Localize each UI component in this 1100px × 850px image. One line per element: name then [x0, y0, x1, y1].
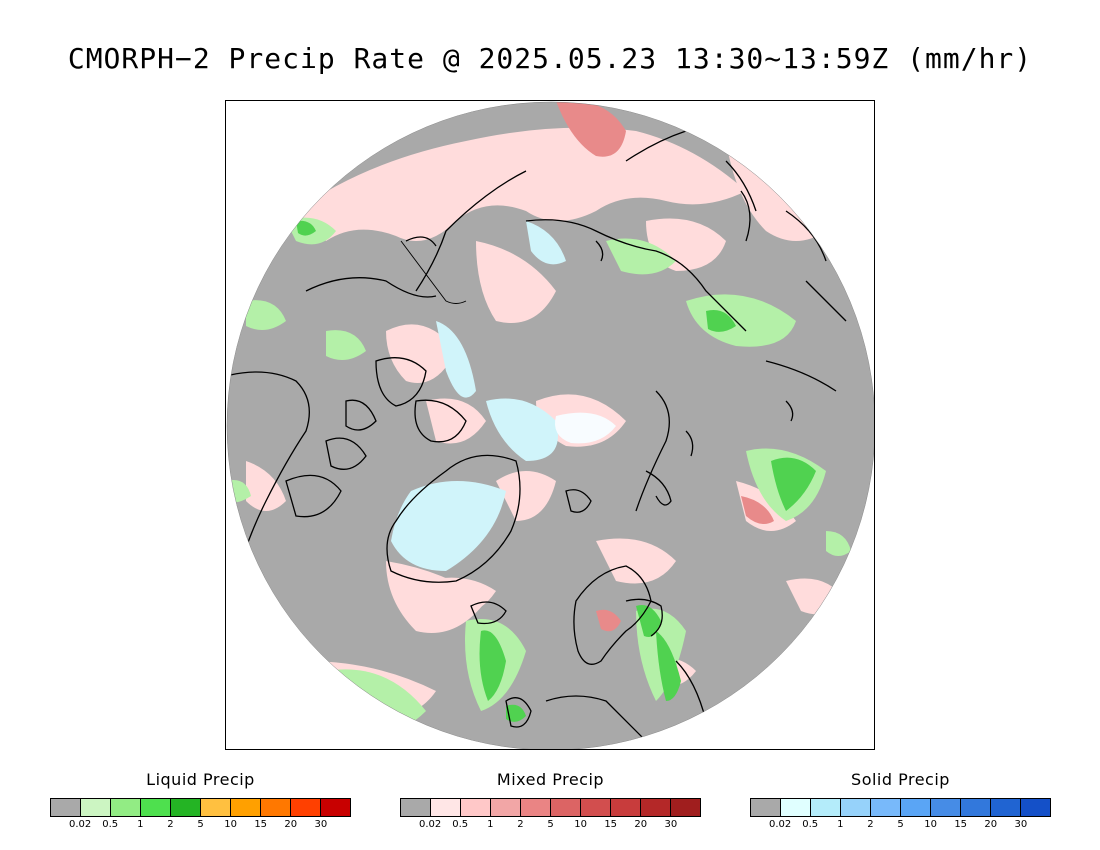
legend-swatch: [871, 799, 901, 816]
boundary-line: [400, 240, 467, 304]
legend-swatch: [291, 799, 321, 816]
legend-swatch: [581, 799, 611, 816]
legend-swatch: [781, 799, 811, 816]
legend-tick-label: 0.02: [68, 819, 92, 830]
legend-tick-label: 2: [167, 819, 174, 830]
snow-patch: [555, 412, 616, 444]
legend-swatch: [991, 799, 1021, 816]
legend-swatch: [461, 799, 491, 816]
legend-swatch: [1021, 799, 1050, 816]
globe-outline: [226, 101, 874, 749]
legend-swatch: [201, 799, 231, 816]
legend-tick-label: 0.5: [802, 819, 819, 830]
legend-title-liquid: Liquid Precip: [146, 770, 255, 789]
legend-tick-label: 15: [254, 819, 268, 830]
legend-swatch: [931, 799, 961, 816]
legend-swatch: [811, 799, 841, 816]
solid-precip-areas: [391, 221, 566, 571]
legend-swatches-mixed: [400, 798, 701, 817]
legend-swatches-liquid: [50, 798, 351, 817]
liquid-precip-moderate: [296, 220, 816, 722]
legend-swatch: [961, 799, 991, 816]
legend-swatches-solid: [750, 798, 1051, 817]
legend-tick-label: 20: [284, 819, 298, 830]
legend-swatch: [51, 799, 81, 816]
legend-title-solid: Solid Precip: [851, 770, 950, 789]
legend-tick-label: 30: [314, 819, 328, 830]
legend-tick-label: 2: [517, 819, 524, 830]
legend-tick-label: 30: [1014, 819, 1028, 830]
legend-tick-label: 2: [867, 819, 874, 830]
legend-swatch: [641, 799, 671, 816]
legend-tick-label: 0.02: [768, 819, 792, 830]
legend-swatch: [901, 799, 931, 816]
legend-tick-label: 1: [487, 819, 494, 830]
legend-tick-label: 5: [197, 819, 204, 830]
legend-tick-label: 5: [897, 819, 904, 830]
legend-swatch: [841, 799, 871, 816]
legend-tick-label: 0.5: [452, 819, 469, 830]
legend-tick-label: 0.5: [102, 819, 119, 830]
legend-swatch: [261, 799, 291, 816]
legend-tick-label: 10: [924, 819, 937, 830]
legend-tick-label: 10: [224, 819, 237, 830]
map-title: CMORPH−2 Precip Rate @ 2025.05.23 13:30~…: [67, 42, 1033, 75]
legend-tick-label: 20: [984, 819, 998, 830]
legend-swatch: [431, 799, 461, 816]
legend-tick-label: 1: [837, 819, 844, 830]
legend-tick-label: 15: [604, 819, 618, 830]
legend-swatch: [611, 799, 641, 816]
legend-swatch: [231, 799, 261, 816]
map-frame: [225, 100, 875, 750]
legend-ticks-solid: 0.02 0.5 1 2 5 10 15 20 30: [750, 819, 1051, 833]
legend-swatch: [321, 799, 350, 816]
legend-swatch: [171, 799, 201, 816]
legend-ticks-mixed: 0.02 0.5 1 2 5 10 15 20 30: [400, 819, 701, 833]
legend-tick-label: 10: [574, 819, 587, 830]
legend-tick-label: 20: [634, 819, 648, 830]
legend-swatch: [671, 799, 700, 816]
mixed-precip-heavy: [556, 102, 774, 632]
legend-tick-label: 1: [137, 819, 144, 830]
legend-tick-label: 15: [954, 819, 968, 830]
legend-swatch: [491, 799, 521, 816]
polar-map: [226, 101, 874, 749]
legend-swatch: [141, 799, 171, 816]
legend-tick-label: 30: [664, 819, 678, 830]
legend-swatch: [81, 799, 111, 816]
legend-liquid: Liquid Precip 0.02 0.5 1 2 5 10 15 20 30: [50, 770, 351, 833]
legend-ticks-liquid: 0.02 0.5 1 2 5 10 15 20 30: [50, 819, 351, 833]
legend-mixed: Mixed Precip 0.02 0.5 1 2 5 10 15 20 30: [400, 770, 701, 833]
legend-swatch: [401, 799, 431, 816]
legend-swatch: [111, 799, 141, 816]
legend-tick-label: 5: [547, 819, 554, 830]
legend-swatch: [551, 799, 581, 816]
legend-tick-label: 0.02: [418, 819, 442, 830]
legend-swatch: [751, 799, 781, 816]
legend-swatch: [521, 799, 551, 816]
legend-solid: Solid Precip 0.02 0.5 1 2 5 10 15 20 30: [750, 770, 1051, 833]
legend-title-mixed: Mixed Precip: [496, 770, 605, 789]
